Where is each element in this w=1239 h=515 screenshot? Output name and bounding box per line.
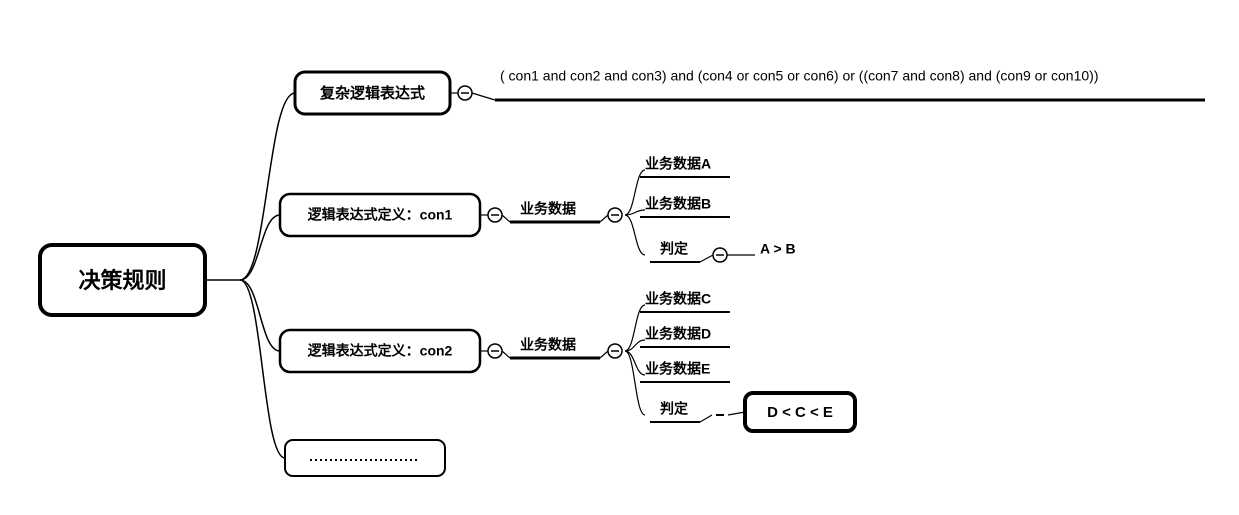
child-node-def_con2: 逻辑表达式定义：con2 业务数据 业务数据C 业务数据D 业务数据E 判定 D < C <… (280, 291, 855, 431)
collapse-icon[interactable] (488, 208, 502, 222)
collapse-icon[interactable] (608, 344, 622, 358)
bizdata-item: 业务数据A (645, 156, 711, 172)
svg-text:复杂逻辑表达式: 复杂逻辑表达式 (319, 84, 425, 102)
svg-text:逻辑表达式定义：con2: 逻辑表达式定义：con2 (308, 343, 453, 359)
child-node-def_con1: 逻辑表达式定义：con1 业务数据 业务数据A 业务数据B 判定 A > B (280, 156, 796, 262)
svg-text:决策规则: 决策规则 (78, 268, 166, 293)
judge-label: 判定 (660, 241, 688, 257)
expression-text: ( con1 and con2 and con3) and (con4 or c… (500, 68, 1098, 84)
bizdata-item: 业务数据B (645, 196, 711, 212)
decision-rule-diagram: 决策规则 复杂逻辑表达式 ( con1 and con2 and con3) and… (0, 0, 1239, 515)
bizdata-item: 业务数据E (645, 361, 710, 377)
collapse-icon[interactable] (458, 86, 472, 100)
collapse-icon[interactable] (488, 344, 502, 358)
judge-result: A > B (760, 241, 796, 257)
child-node-ellipsis (285, 440, 445, 476)
collapse-icon[interactable] (713, 248, 727, 262)
child-node-complex_expr: 复杂逻辑表达式 ( con1 and con2 and con3) and (co… (295, 68, 1205, 114)
svg-text:逻辑表达式定义：con1: 逻辑表达式定义：con1 (308, 207, 453, 223)
judge-result-box: D < C < E (745, 393, 855, 431)
bizdata-label: 业务数据 (520, 201, 576, 217)
bizdata-label: 业务数据 (520, 337, 576, 353)
bizdata-item: 业务数据C (645, 291, 711, 307)
collapse-icon[interactable] (608, 208, 622, 222)
svg-text:D < C < E: D < C < E (767, 404, 833, 421)
judge-label: 判定 (660, 401, 688, 417)
bizdata-item: 业务数据D (645, 326, 711, 342)
root-node: 决策规则 (40, 245, 205, 315)
